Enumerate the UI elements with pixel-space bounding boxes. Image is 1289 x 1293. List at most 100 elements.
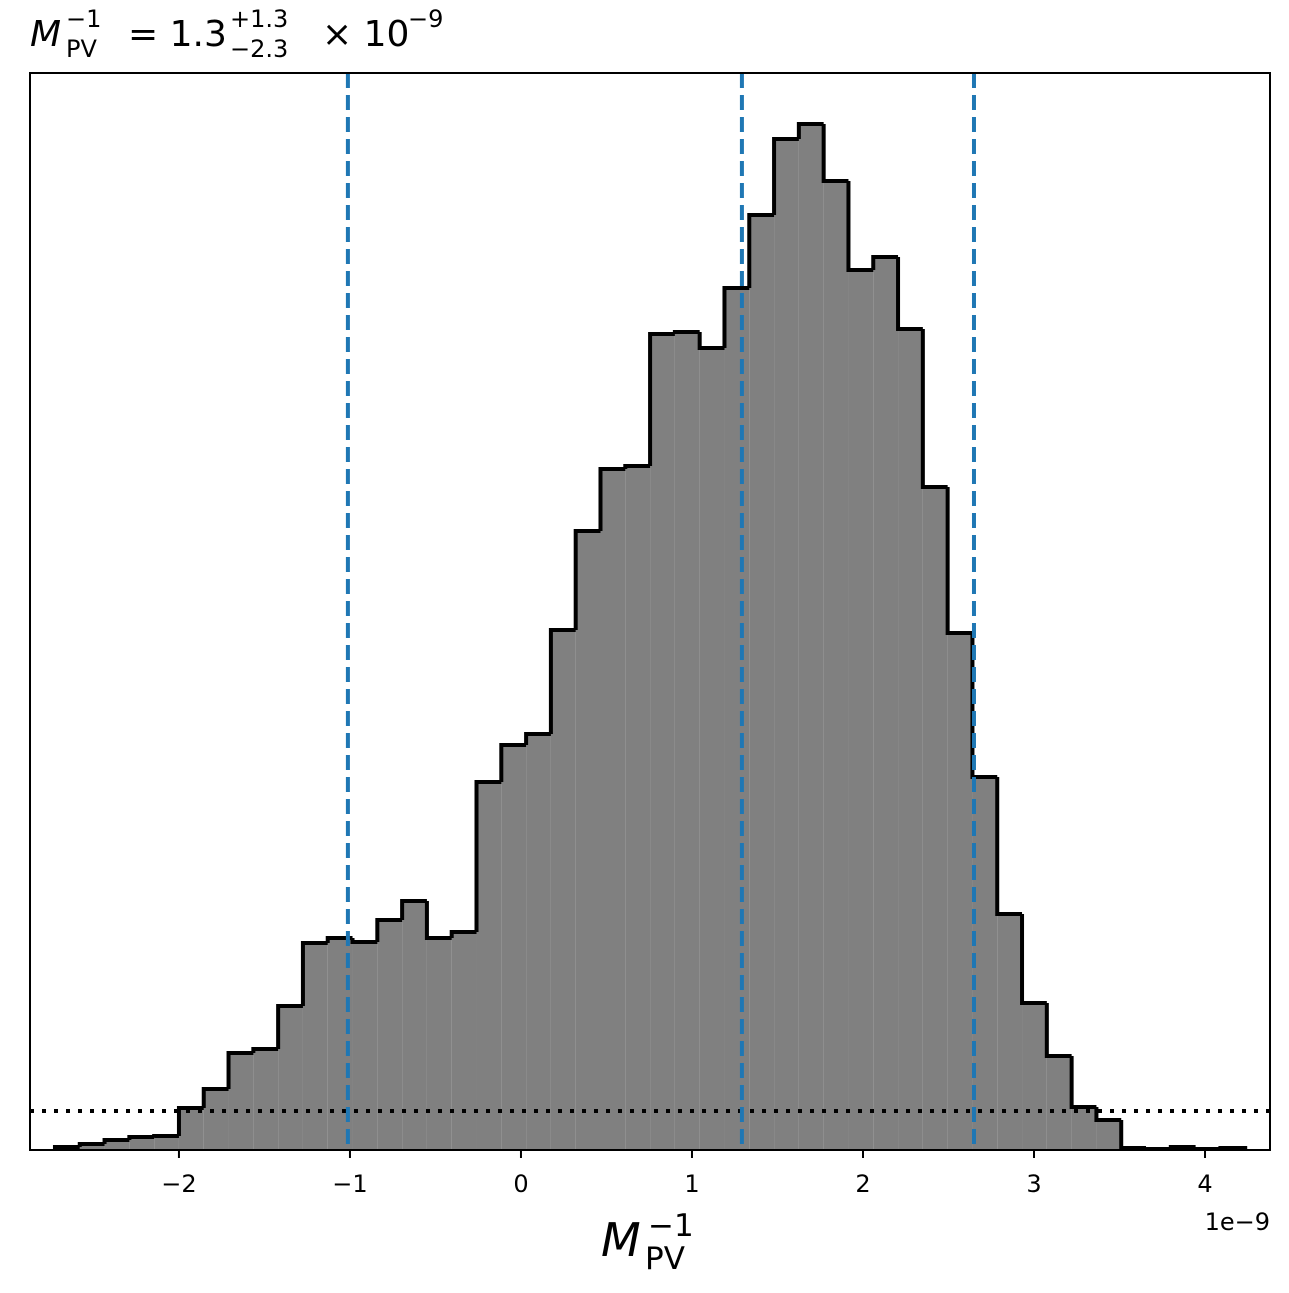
bar <box>278 1006 303 1150</box>
bar <box>749 215 775 1150</box>
x-tick-label: −1 <box>332 1170 367 1198</box>
bar <box>997 914 1023 1150</box>
bar-outline <box>524 732 551 745</box>
bar <box>650 334 675 1150</box>
bar-outline <box>920 329 948 489</box>
bar <box>426 938 452 1150</box>
x-tick-label: 2 <box>855 1170 870 1198</box>
bar <box>253 1049 279 1150</box>
x-label-symbol: M <box>601 1213 641 1267</box>
bar <box>154 1136 179 1150</box>
bar-outline <box>995 777 1023 916</box>
bar <box>451 932 477 1150</box>
bar-outline <box>449 930 477 938</box>
x-tick-label: 0 <box>513 1170 528 1198</box>
x-label: M −1 PV <box>601 1208 694 1277</box>
title-symbol: M <box>30 14 61 55</box>
bar-outline <box>672 330 700 334</box>
bar-outline <box>945 487 973 635</box>
bar-outline <box>102 1138 130 1144</box>
bar-outline <box>1193 1147 1221 1151</box>
title-symbol-sup: −1 <box>66 5 101 33</box>
bar <box>798 124 824 1150</box>
bar <box>898 329 923 1150</box>
bar <box>550 630 576 1150</box>
bar <box>947 633 973 1150</box>
bar <box>1071 1107 1097 1150</box>
x-tick-label: 4 <box>1197 1170 1212 1198</box>
bar <box>228 1053 254 1150</box>
bar-outline <box>648 332 675 466</box>
bar-outline <box>176 1106 204 1136</box>
title-symbol-sub: PV <box>66 35 97 63</box>
x-offset-label: 1e−9 <box>1205 1208 1270 1236</box>
bar-outline <box>251 1047 279 1053</box>
x-tick-label: −2 <box>161 1170 196 1198</box>
bar-outline <box>772 137 799 215</box>
bar-outline <box>623 464 651 469</box>
bar-outline <box>970 633 998 779</box>
bar <box>774 139 799 1150</box>
bar <box>526 734 551 1150</box>
bar-outline <box>1020 914 1047 1005</box>
bar <box>501 745 527 1150</box>
bar-outline <box>152 1134 179 1138</box>
title: M −1 PV = 1.3 +1.3 −2.3 × 10 −9 <box>30 5 443 63</box>
title-value: = 1.3 <box>128 14 227 55</box>
bar <box>625 466 651 1150</box>
bar <box>1046 1056 1072 1150</box>
bar-outline <box>747 213 775 288</box>
bar-outline <box>697 332 725 350</box>
bar-outline <box>573 529 601 630</box>
bar-outline <box>201 1087 229 1108</box>
bar <box>476 782 502 1150</box>
bar-outline <box>1069 1056 1097 1109</box>
bar-outline <box>325 936 353 943</box>
bar-outline <box>127 1135 155 1140</box>
bar-outline <box>896 257 923 331</box>
bar <box>600 469 626 1150</box>
title-lower: −2.3 <box>230 35 288 63</box>
bar <box>129 1137 155 1150</box>
bar-outline <box>424 901 452 940</box>
bar-outline <box>821 124 849 183</box>
bar-outline <box>598 467 626 531</box>
bar-outline <box>499 743 527 782</box>
bar-outline <box>375 918 403 942</box>
bar <box>823 181 849 1150</box>
bar-outline <box>77 1142 105 1147</box>
bar-outline <box>1168 1145 1196 1149</box>
title-upper: +1.3 <box>230 5 288 33</box>
bar <box>972 777 998 1150</box>
bar-outline <box>846 181 874 272</box>
bar-outline <box>300 941 328 1006</box>
bar <box>377 920 403 1150</box>
bar <box>699 348 725 1150</box>
x-label-sub: PV <box>645 1241 685 1277</box>
bar <box>402 901 427 1150</box>
bar-outline <box>1044 1003 1072 1058</box>
bar-outline <box>350 938 378 944</box>
bar-outline <box>1144 1147 1171 1151</box>
bar <box>674 332 700 1150</box>
bar <box>1022 1003 1047 1150</box>
bar <box>104 1140 130 1150</box>
bar-outline <box>400 899 427 920</box>
x-tick-label: 1 <box>684 1170 699 1198</box>
bar-outline <box>796 122 824 139</box>
bar <box>922 487 948 1150</box>
bar-outline <box>226 1051 254 1089</box>
bar-outline <box>1094 1107 1122 1122</box>
bar-outline <box>474 780 502 932</box>
bar <box>575 531 601 1150</box>
bar <box>203 1089 229 1150</box>
x-label-sup: −1 <box>648 1208 694 1244</box>
bar-outline <box>276 1004 303 1049</box>
bar <box>873 257 899 1150</box>
bar <box>352 942 378 1150</box>
bar <box>724 288 750 1150</box>
plot-frame <box>29 72 1271 1151</box>
bar-outline <box>1119 1120 1147 1150</box>
bar-outline <box>722 286 750 348</box>
